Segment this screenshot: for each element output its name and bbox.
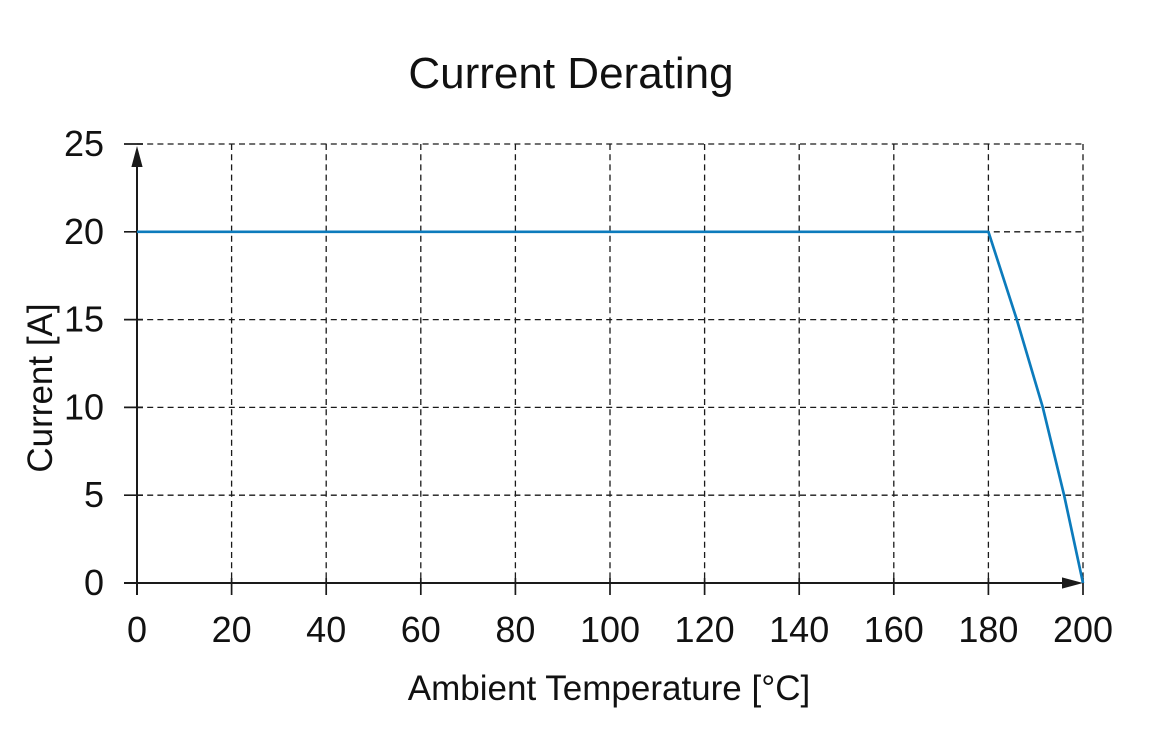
x-tick-label: 100: [580, 609, 640, 650]
y-tick-label: 10: [64, 386, 104, 427]
y-tick-label: 0: [84, 562, 104, 603]
x-tick-label: 200: [1053, 609, 1113, 650]
gridlines: [137, 143, 1084, 583]
y-tick-label: 20: [64, 211, 104, 252]
y-tick-label: 25: [64, 123, 104, 164]
x-tick-label: 60: [401, 609, 441, 650]
x-tick-label: 120: [675, 609, 735, 650]
x-tick-label: 80: [495, 609, 535, 650]
x-axis-title: Ambient Temperature [°C]: [408, 669, 810, 708]
y-tick-label: 15: [64, 299, 104, 340]
x-tick-label: 160: [864, 609, 924, 650]
x-tick-label: 20: [212, 609, 252, 650]
axis-ticks: [124, 143, 1084, 595]
x-tick-label: 0: [127, 609, 147, 650]
x-axis-arrow-icon: [1062, 577, 1083, 589]
chart-title: Current Derating: [408, 49, 733, 98]
y-tick-labels: 0 5 10 15 20 25: [64, 123, 104, 603]
y-tick-label: 5: [84, 474, 104, 515]
x-tick-label: 180: [958, 609, 1018, 650]
derating-curve: [137, 230, 1085, 584]
x-tick-labels: 0 20 40 60 80 100 120 140 160 180 200: [127, 609, 1113, 650]
x-tick-label: 140: [769, 609, 829, 650]
y-axis-title: Current [A]: [21, 303, 60, 472]
x-tick-label: 40: [306, 609, 346, 650]
y-axis-arrow-icon: [131, 146, 143, 167]
